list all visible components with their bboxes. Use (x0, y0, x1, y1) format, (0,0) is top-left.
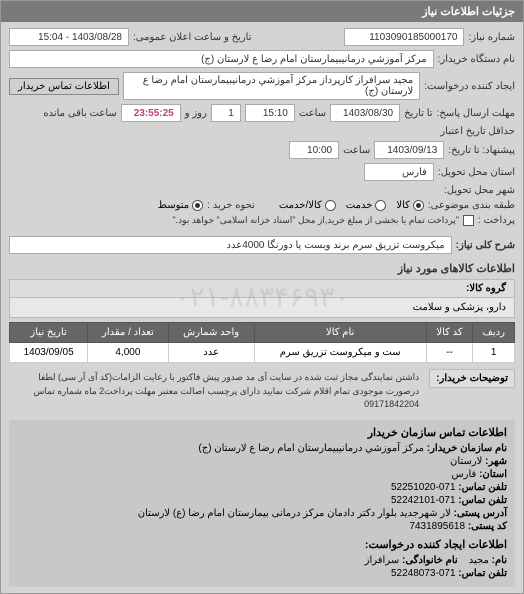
c-province-value: فارس (451, 469, 476, 480)
days-suffix: روز و (185, 108, 207, 119)
th-name: نام کالا (254, 323, 426, 343)
desc-field: میکروست تزریق سرم برند وبست یا دورنگا 40… (9, 236, 452, 254)
org-value: مرکز آموزشي درمانيبیمارستان امام رضا ع ل… (198, 443, 424, 454)
radio-motavaset-label: متوسط (158, 200, 189, 211)
td-qty: 4,000 (88, 343, 168, 363)
contact-button[interactable]: اطلاعات تماس خریدار (9, 78, 119, 95)
c-fax-label: تلفن تماس: (458, 495, 507, 506)
deadline-date-field: 1403/08/30 (330, 104, 400, 122)
c-lname-value: سرافراز (365, 555, 400, 566)
deadline-send-label: مهلت ارسال پاسخ: (437, 108, 515, 119)
announce-label: تاریخ و ساعت اعلان عمومی: (133, 32, 252, 43)
td-name: ست و میکروست تزریق سرم (254, 343, 426, 363)
time-label-2: ساعت (343, 145, 370, 156)
creator-title: اطلاعات ایجاد کننده درخواست: (17, 538, 507, 551)
c-name-label: نام: (492, 555, 507, 566)
c-postcode-value: 7431895618 (409, 521, 465, 532)
radio-kala[interactable]: کالا (396, 200, 424, 211)
valid-date-field: 1403/09/13 (374, 141, 444, 159)
td-code: -- (426, 343, 473, 363)
c-city-value: لارستان (450, 456, 482, 467)
c-phone-value: 071-52251020 (391, 482, 456, 493)
city-label: شهر محل تحویل: (444, 185, 515, 196)
group-body: دارو، پزشکی و سلامت (9, 298, 515, 318)
packing-radio-group: کالا خدمت کالا/خدمت (279, 200, 424, 211)
request-no-label: شماره نیاز: (468, 32, 515, 43)
request-no-field: 1103090185000170 (344, 28, 464, 46)
c-postcode-label: کد پستی: (468, 521, 507, 532)
valid-time-field: 10:00 (289, 141, 339, 159)
c-phone-label: تلفن تماس: (458, 482, 507, 493)
details-panel: جزئیات اطلاعات نیاز شماره نیاز: 11030901… (0, 0, 524, 594)
radio-icon (325, 200, 336, 211)
table-row: 1 -- ست و میکروست تزریق سرم عدد 4,000 14… (10, 343, 515, 363)
payment-checkbox[interactable] (463, 215, 474, 226)
remaining-time: 23:55:25 (121, 104, 181, 122)
th-date: تاریخ نیاز (10, 323, 88, 343)
valid-label: حداقل تاریخ اعتبار (440, 126, 515, 137)
th-rowno: ردیف (473, 323, 515, 343)
packing-label: طبقه بندی موضوعی: (428, 200, 515, 211)
province-field: فارس (364, 163, 434, 181)
time-label-1: ساعت (299, 108, 326, 119)
valid-sublabel: پیشنهاد: تا تاریخ: (448, 145, 515, 156)
td-rowno: 1 (473, 343, 515, 363)
deadline-time-field: 15:10 (245, 104, 295, 122)
note-text: داشتن نمایندگی مجاز ثبت شده در سایت آی م… (9, 369, 423, 414)
radio-kala-khadamat-label: کالا/خدمت (279, 200, 322, 211)
c-fax-value: 071-52242101 (391, 495, 456, 506)
partial-label: نحوه خرید : (207, 200, 255, 211)
td-date: 1403/09/05 (10, 343, 88, 363)
radio-kala-label: کالا (396, 200, 410, 211)
c-address-label: آدرس پستی: (454, 508, 507, 519)
radio-icon (413, 200, 424, 211)
c-address-value: لار شهرجدید بلوار دکتر دادمان مرکز درمان… (138, 508, 451, 519)
province-label: استان محل تحویل: (438, 167, 515, 178)
payment-text: "پرداخت تمام یا بخشی از مبلغ خرید,از محل… (172, 215, 458, 226)
table-header-row: ردیف کد کالا نام کالا واحد شمارش تعداد /… (10, 323, 515, 343)
note-label: توضیحات خریدار: (429, 369, 515, 388)
c-city-label: شهر: (485, 456, 507, 467)
th-code: کد کالا (426, 323, 473, 343)
buyer-field: مرکز آموزشي درمانيبیمارستان امام رضا ع ل… (9, 50, 434, 68)
remaining-suffix: ساعت باقی مانده (43, 108, 116, 119)
radio-khadamat[interactable]: خدمت (346, 200, 387, 211)
td-unit: عدد (168, 343, 254, 363)
contact-section: اطلاعات تماس سازمان خریدار نام سازمان خر… (9, 420, 515, 587)
panel-header: جزئیات اطلاعات نیاز (1, 1, 523, 22)
group-header: گروه کالا: (9, 279, 515, 298)
c-name-value: مجید (469, 555, 489, 566)
goods-title: اطلاعات کالاهای مورد نیاز (9, 262, 515, 275)
requester-field: مجید سرافراز کارپرداز مرکز آموزشي درماني… (123, 72, 420, 100)
deadline-prefix: تا تاریخ (404, 108, 433, 119)
radio-khadamat-label: خدمت (346, 200, 373, 211)
goods-table: ردیف کد کالا نام کالا واحد شمارش تعداد /… (9, 322, 515, 363)
radio-icon (375, 200, 386, 211)
th-qty: تعداد / مقدار (88, 323, 168, 343)
c-cphone-value: 071-52248073 (391, 568, 456, 579)
org-label: نام سازمان خریدار: (427, 443, 507, 454)
contact-title: اطلاعات تماس سازمان خریدار (17, 426, 507, 439)
desc-label: شرح کلی نیاز: (456, 240, 515, 251)
radio-kala-khadamat[interactable]: کالا/خدمت (279, 200, 336, 211)
c-lname-label: نام خانوادگی: (402, 555, 458, 566)
buyer-label: نام دستگاه خریدار: (438, 54, 515, 65)
remaining-days: 1 (211, 104, 241, 122)
c-province-label: استان: (479, 469, 507, 480)
requester-label: ایجاد کننده درخواست: (424, 81, 515, 92)
c-cphone-label: تلفن تماس: (458, 568, 507, 579)
payment-label: پرداخت : (478, 215, 515, 226)
radio-icon (192, 200, 203, 211)
announce-field: 1403/08/28 - 15:04 (9, 28, 129, 46)
radio-motavaset[interactable]: متوسط (158, 200, 203, 211)
th-unit: واحد شمارش (168, 323, 254, 343)
